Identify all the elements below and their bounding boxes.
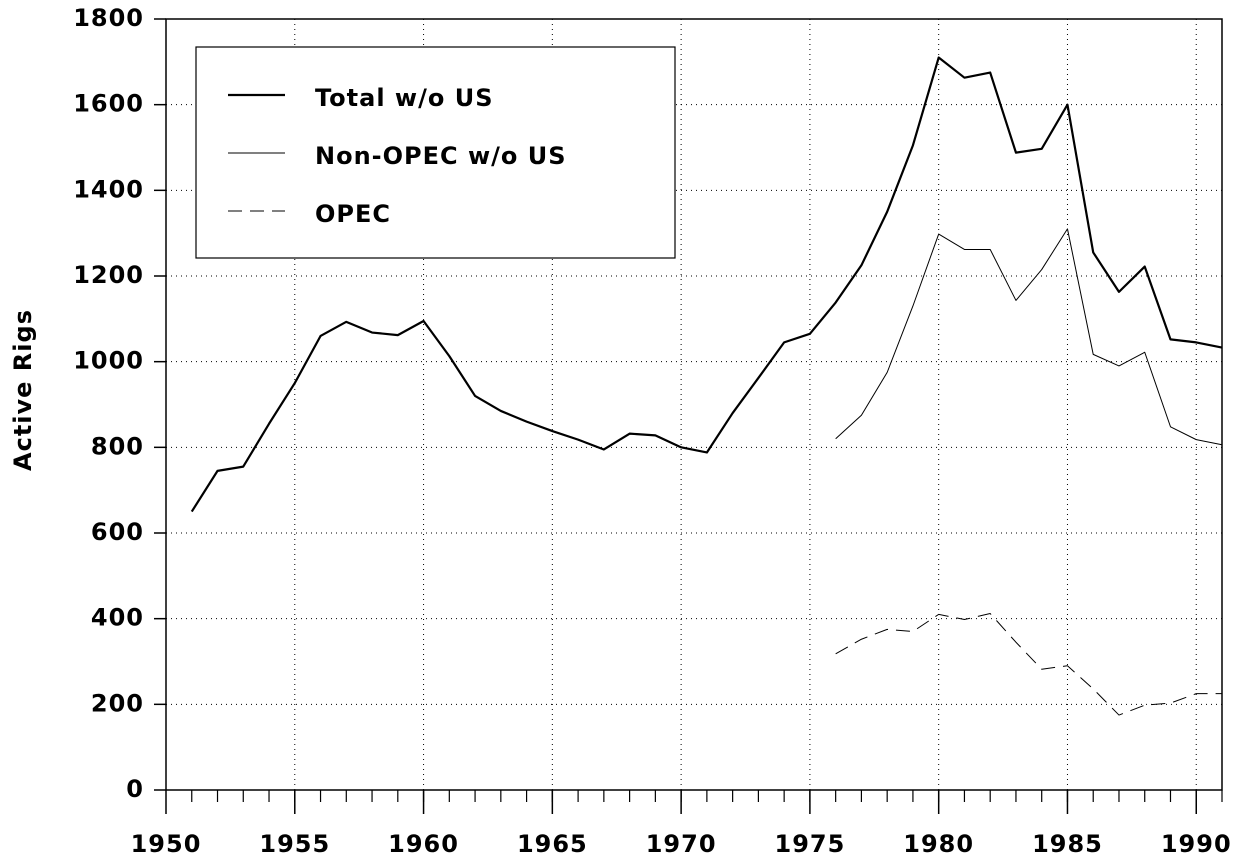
- y-tick-label: 1000: [73, 347, 144, 375]
- y-tick-label: 1600: [73, 90, 144, 118]
- y-tick-label: 800: [91, 432, 144, 460]
- y-tick-label: 1800: [73, 4, 144, 32]
- y-tick-label: 0: [126, 775, 144, 803]
- y-tick-label: 600: [91, 518, 144, 546]
- y-axis-label: Active Rigs: [9, 309, 37, 471]
- legend-label: OPEC: [315, 200, 391, 228]
- y-tick-label: 200: [91, 689, 144, 717]
- plot-frame: [165, 18, 1223, 791]
- x-tick-label: 1950: [131, 830, 202, 858]
- x-tick-label: 1970: [646, 830, 717, 858]
- x-tick-label: 1965: [517, 830, 588, 858]
- y-tick-label: 1400: [73, 175, 144, 203]
- x-tick-label: 1960: [388, 830, 459, 858]
- legend-label: Total w/o US: [315, 84, 493, 112]
- x-tick-label: 1990: [1161, 830, 1232, 858]
- x-tick-label: 1980: [903, 830, 974, 858]
- legend-label: Non-OPEC w/o US: [315, 142, 567, 170]
- x-tick-label: 1975: [775, 830, 846, 858]
- y-tick-label: 1200: [73, 261, 144, 289]
- x-tick-label: 1955: [259, 830, 330, 858]
- series-line: [835, 228, 1223, 446]
- y-tick-label: 400: [91, 604, 144, 632]
- series-line: [190, 56, 1223, 513]
- x-tick-label: 1985: [1032, 830, 1103, 858]
- series-line: [835, 613, 1222, 716]
